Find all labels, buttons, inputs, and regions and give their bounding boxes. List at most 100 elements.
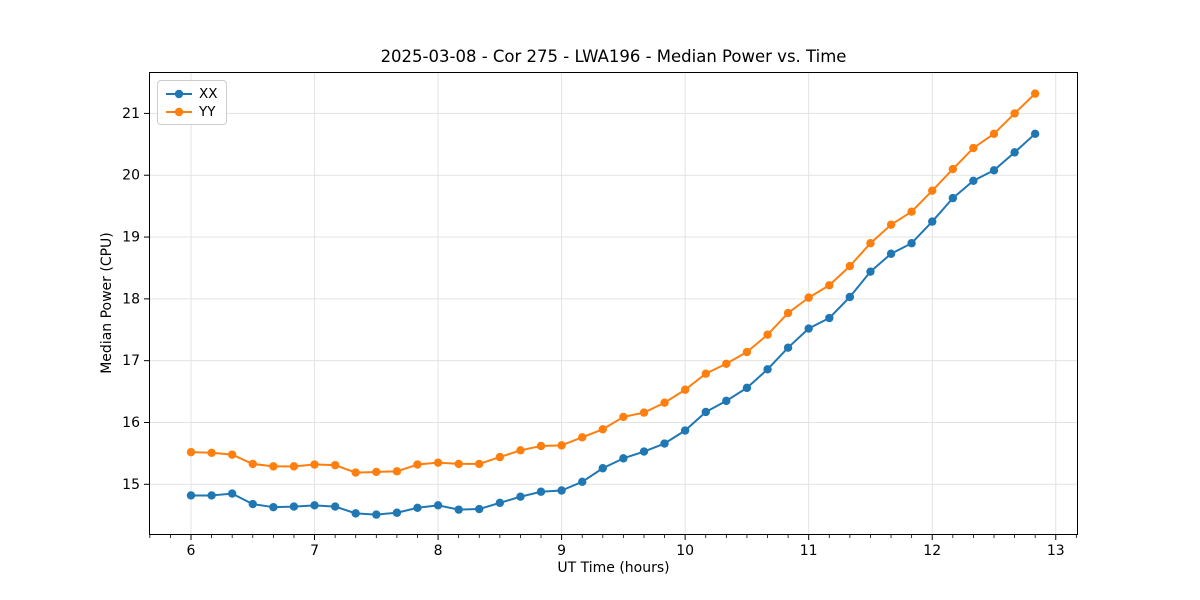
- x-tick-label: 10: [676, 543, 694, 559]
- data-point-yy: [330, 460, 340, 470]
- data-point-yy: [495, 452, 505, 462]
- legend-line-sample-xx-icon: [166, 89, 192, 98]
- data-point-xx: [392, 508, 402, 517]
- legend-label-xx: XX: [199, 85, 218, 102]
- data-point-yy: [269, 462, 278, 471]
- data-point-xx: [989, 166, 999, 175]
- data-point-xx: [907, 239, 916, 248]
- data-point-xx: [186, 491, 196, 500]
- legend-line-sample-yy-icon: [166, 107, 192, 116]
- x-tick-label: 11: [800, 543, 818, 559]
- data-point-yy: [886, 220, 896, 229]
- x-tick-label: 6: [187, 543, 196, 559]
- y-tick-label: 19: [122, 230, 140, 246]
- data-point-yy: [578, 433, 587, 442]
- data-point-yy: [783, 308, 793, 318]
- data-point-xx: [289, 502, 299, 511]
- data-point-xx: [1010, 148, 1019, 157]
- data-point-xx: [783, 343, 793, 352]
- data-point-xx: [557, 486, 566, 495]
- x-tick-label: 13: [1047, 543, 1065, 559]
- data-point-yy: [289, 462, 299, 471]
- data-point-xx: [330, 502, 340, 511]
- x-tick-label: 12: [923, 543, 941, 559]
- y-axis-label: Median Power (CPU): [99, 232, 115, 374]
- legend-item-yy: YY: [165, 103, 218, 120]
- data-point-xx: [969, 176, 978, 185]
- data-point-yy: [413, 460, 422, 469]
- data-point-xx: [701, 407, 710, 417]
- data-point-xx: [227, 489, 237, 498]
- y-tick-label: 15: [122, 477, 140, 493]
- data-point-xx: [413, 503, 422, 513]
- data-point-yy: [227, 450, 237, 459]
- y-tick-label: 18: [122, 291, 140, 307]
- data-point-yy: [845, 261, 855, 271]
- data-point-yy: [1030, 89, 1040, 98]
- data-point-xx: [886, 249, 896, 258]
- y-tick-label: 20: [122, 168, 140, 184]
- data-point-yy: [619, 412, 628, 422]
- legend-item-xx: XX: [165, 85, 218, 102]
- plot-border: [149, 72, 1078, 535]
- series-line-yy: [190, 92, 1037, 474]
- data-point-xx: [866, 267, 875, 276]
- data-point-xx: [928, 217, 937, 226]
- series-line-xx: [190, 132, 1037, 516]
- x-tick-label: 8: [434, 543, 443, 559]
- data-point-yy: [1010, 109, 1019, 118]
- data-point-xx: [639, 447, 649, 456]
- legend: XX YY: [157, 80, 227, 125]
- data-point-yy: [475, 459, 484, 469]
- data-point-xx: [475, 504, 484, 514]
- data-point-xx: [1030, 129, 1040, 139]
- data-point-yy: [392, 467, 402, 476]
- x-tick-label: 9: [557, 543, 566, 559]
- data-point-yy: [454, 459, 463, 469]
- data-point-yy: [907, 207, 916, 216]
- data-point-xx: [598, 464, 607, 473]
- data-point-yy: [639, 408, 649, 417]
- data-point-xx: [495, 498, 505, 508]
- data-point-xx: [578, 477, 587, 487]
- x-axis-label: UT Time (hours): [557, 560, 670, 576]
- y-tick-label: 21: [122, 106, 140, 122]
- data-point-xx: [269, 502, 278, 512]
- data-point-xx: [516, 492, 525, 501]
- data-point-xx: [619, 454, 628, 463]
- data-point-yy: [701, 369, 710, 378]
- data-point-yy: [928, 186, 937, 195]
- data-point-xx: [433, 501, 443, 510]
- data-point-yy: [680, 385, 690, 394]
- data-point-xx: [763, 365, 772, 374]
- data-point-xx: [804, 324, 813, 333]
- data-point-yy: [351, 468, 360, 477]
- data-point-yy: [969, 143, 978, 153]
- data-point-yy: [660, 398, 669, 407]
- data-point-yy: [186, 447, 196, 457]
- data-point-xx: [660, 439, 669, 448]
- data-point-yy: [763, 330, 772, 339]
- data-point-yy: [248, 459, 257, 469]
- y-tick-label: 16: [122, 415, 140, 431]
- legend-label-yy: YY: [199, 103, 216, 120]
- data-point-xx: [454, 505, 463, 514]
- data-point-yy: [557, 441, 566, 450]
- data-point-yy: [989, 129, 999, 139]
- data-point-yy: [742, 347, 752, 357]
- chart-title: 2025-03-08 - Cor 275 - LWA196 - Median P…: [380, 47, 847, 66]
- data-point-yy: [598, 425, 607, 434]
- data-point-xx: [536, 487, 546, 496]
- data-point-yy: [804, 293, 813, 302]
- data-point-yy: [310, 460, 319, 469]
- data-point-yy: [948, 164, 958, 174]
- data-point-yy: [825, 281, 834, 290]
- data-point-xx: [207, 491, 216, 500]
- data-point-yy: [866, 239, 875, 248]
- data-point-xx: [948, 193, 958, 203]
- data-point-xx: [680, 426, 690, 435]
- data-point-yy: [207, 448, 216, 457]
- data-point-xx: [845, 292, 855, 302]
